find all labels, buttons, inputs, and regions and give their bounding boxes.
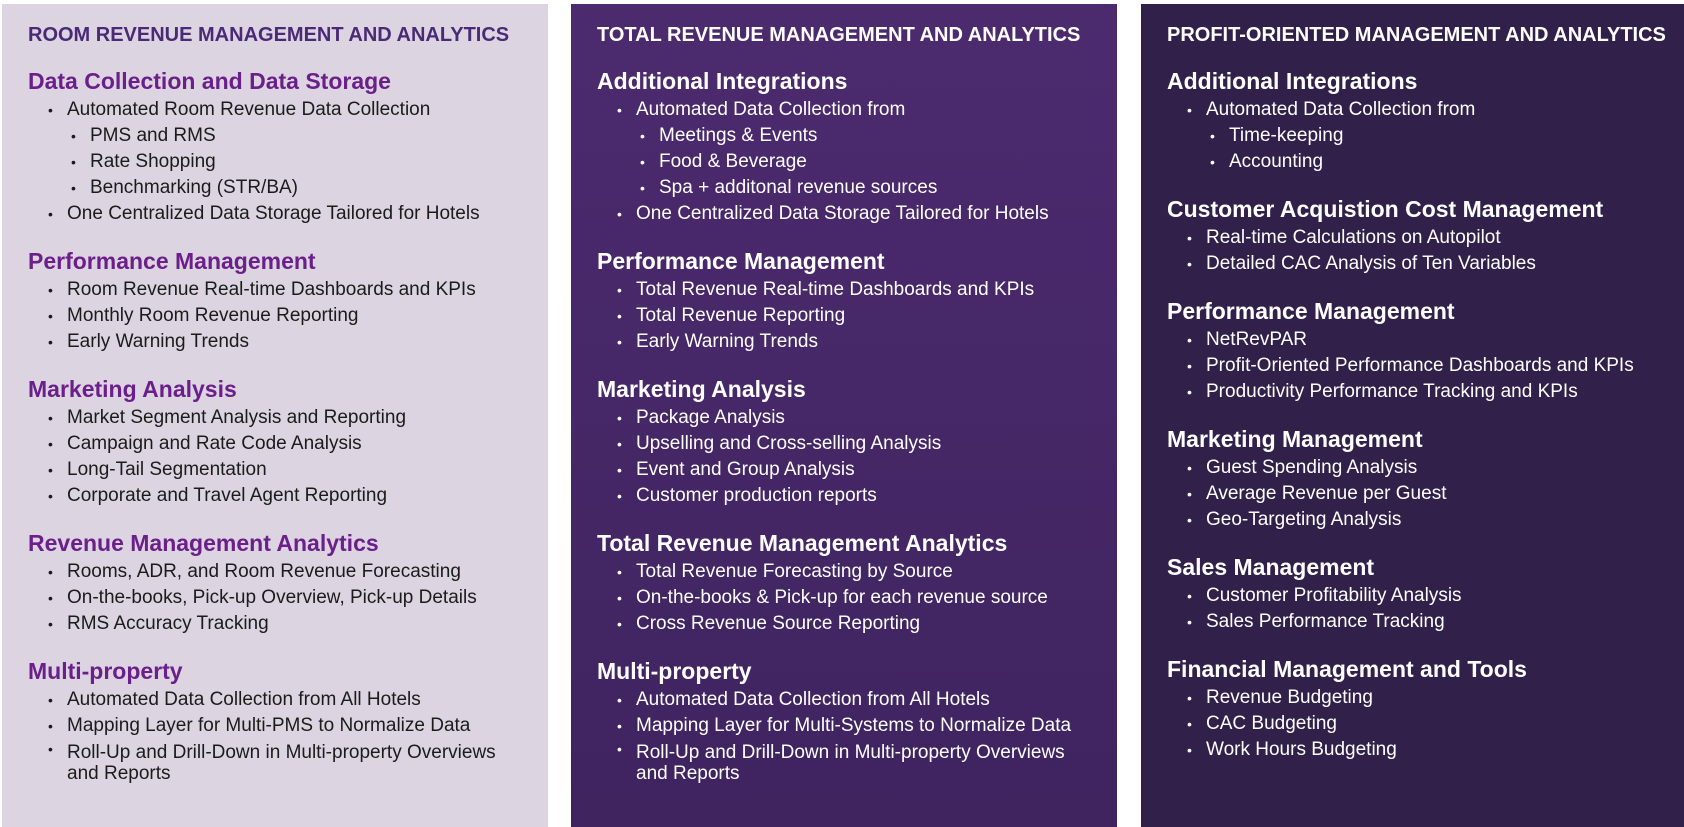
list-item: Automated Data Collection from All Hotel…: [597, 687, 1091, 713]
list-item: Automated Data Collection from All Hotel…: [28, 687, 522, 713]
list-item: Automated Room Revenue Data Collection: [28, 97, 522, 123]
list-item: Automated Data Collection from: [1167, 97, 1658, 123]
list-item: Room Revenue Real-time Dashboards and KP…: [28, 277, 522, 303]
section-heading: Performance Management: [597, 248, 885, 274]
list-item: Guest Spending Analysis: [1167, 455, 1658, 481]
section-heading: Performance Management: [1167, 298, 1455, 324]
list-item: Cross Revenue Source Reporting: [597, 611, 1091, 637]
profit-oriented-column: PROFIT-ORIENTED MANAGEMENT AND ANALYTICS…: [1141, 4, 1684, 827]
list-item: Work Hours Budgeting: [1167, 737, 1658, 763]
list-item: Rooms, ADR, and Room Revenue Forecasting: [28, 559, 522, 585]
list-item: Total Revenue Forecasting by Source: [597, 559, 1091, 585]
section-heading: Financial Management and Tools: [1167, 656, 1527, 682]
list-item: One Centralized Data Storage Tailored fo…: [28, 201, 522, 227]
section-financial-management: Financial Management and Tools Revenue B…: [1167, 655, 1658, 763]
list-item: Customer Profitability Analysis: [1167, 583, 1658, 609]
section-heading: Multi-property: [28, 658, 183, 684]
section-heading: Additional Integrations: [597, 68, 848, 94]
section-performance-management: Performance Management Total Revenue Rea…: [597, 247, 1091, 355]
section-cac-management: Customer Acquistion Cost Management Real…: [1167, 195, 1658, 277]
list-item: Geo-Targeting Analysis: [1167, 507, 1658, 533]
section-marketing-management: Marketing Management Guest Spending Anal…: [1167, 425, 1658, 533]
total-revenue-column: TOTAL REVENUE MANAGEMENT AND ANALYTICS A…: [571, 4, 1117, 827]
column-title: ROOM REVENUE MANAGEMENT AND ANALYTICS: [28, 24, 510, 46]
list-item: On-the-books, Pick-up Overview, Pick-up …: [28, 585, 522, 611]
sub-list-item: Meetings & Events: [597, 123, 1091, 149]
list-item: Profit-Oriented Performance Dashboards a…: [1167, 353, 1658, 379]
section-revenue-management-analytics: Revenue Management Analytics Rooms, ADR,…: [28, 529, 522, 637]
list-item: On-the-books & Pick-up for each revenue …: [597, 585, 1091, 611]
section-heading: Performance Management: [28, 248, 316, 274]
list-item: Corporate and Travel Agent Reporting: [28, 483, 522, 509]
list-item: Package Analysis: [597, 405, 1091, 431]
section-heading: Data Collection and Data Storage: [28, 68, 391, 94]
list-item: Upselling and Cross-selling Analysis: [597, 431, 1091, 457]
sub-list-item: Accounting: [1167, 149, 1658, 175]
list-item: Roll-Up and Drill-Down in Multi-property…: [597, 739, 1091, 784]
section-heading: Revenue Management Analytics: [28, 530, 379, 556]
list-item: Sales Performance Tracking: [1167, 609, 1658, 635]
section-performance-management: Performance Management Room Revenue Real…: [28, 247, 522, 355]
list-item: Automated Data Collection from: [597, 97, 1091, 123]
section-additional-integrations: Additional Integrations Automated Data C…: [597, 67, 1091, 227]
list-item: Market Segment Analysis and Reporting: [28, 405, 522, 431]
list-item: Campaign and Rate Code Analysis: [28, 431, 522, 457]
section-additional-integrations: Additional Integrations Automated Data C…: [1167, 67, 1658, 175]
list-item: Mapping Layer for Multi-Systems to Norma…: [597, 713, 1091, 739]
list-item: Average Revenue per Guest: [1167, 481, 1658, 507]
sub-list-item: Benchmarking (STR/BA): [28, 175, 522, 201]
section-heading: Total Revenue Management Analytics: [597, 530, 1008, 556]
sub-list-item: Time-keeping: [1167, 123, 1658, 149]
list-item: Event and Group Analysis: [597, 457, 1091, 483]
list-item: Total Revenue Reporting: [597, 303, 1091, 329]
section-heading: Multi-property: [597, 658, 752, 684]
list-item: NetRevPAR: [1167, 327, 1658, 353]
section-marketing-analysis: Marketing Analysis Market Segment Analys…: [28, 375, 522, 509]
list-item: Revenue Budgeting: [1167, 685, 1658, 711]
section-heading: Customer Acquistion Cost Management: [1167, 196, 1604, 222]
list-item: RMS Accuracy Tracking: [28, 611, 522, 637]
section-heading: Additional Integrations: [1167, 68, 1418, 94]
list-item: One Centralized Data Storage Tailored fo…: [597, 201, 1091, 227]
sub-list-item: Rate Shopping: [28, 149, 522, 175]
column-title: TOTAL REVENUE MANAGEMENT AND ANALYTICS: [597, 24, 1081, 46]
section-heading: Marketing Management: [1167, 426, 1423, 452]
list-item: Early Warning Trends: [28, 329, 522, 355]
list-item: Roll-Up and Drill-Down in Multi-property…: [28, 739, 522, 784]
section-multi-property: Multi-property Automated Data Collection…: [28, 657, 522, 784]
room-revenue-column: ROOM REVENUE MANAGEMENT AND ANALYTICS Da…: [2, 4, 548, 827]
section-marketing-analysis: Marketing Analysis Package Analysis Upse…: [597, 375, 1091, 509]
list-item: Monthly Room Revenue Reporting: [28, 303, 522, 329]
list-item: Real-time Calculations on Autopilot: [1167, 225, 1658, 251]
sub-list-item: PMS and RMS: [28, 123, 522, 149]
section-data-collection: Data Collection and Data Storage Automat…: [28, 67, 522, 227]
list-item: Mapping Layer for Multi-PMS to Normalize…: [28, 713, 522, 739]
section-total-revenue-management-analytics: Total Revenue Management Analytics Total…: [597, 529, 1091, 637]
list-item: Long-Tail Segmentation: [28, 457, 522, 483]
list-item: Productivity Performance Tracking and KP…: [1167, 379, 1658, 405]
section-performance-management: Performance Management NetRevPAR Profit-…: [1167, 297, 1658, 405]
list-item: Early Warning Trends: [597, 329, 1091, 355]
list-item: CAC Budgeting: [1167, 711, 1658, 737]
sub-list-item: Spa + additonal revenue sources: [597, 175, 1091, 201]
section-sales-management: Sales Management Customer Profitability …: [1167, 553, 1658, 635]
section-heading: Sales Management: [1167, 554, 1375, 580]
list-item: Total Revenue Real-time Dashboards and K…: [597, 277, 1091, 303]
list-item: Customer production reports: [597, 483, 1091, 509]
section-multi-property: Multi-property Automated Data Collection…: [597, 657, 1091, 784]
column-title: PROFIT-ORIENTED MANAGEMENT AND ANALYTICS: [1167, 24, 1666, 46]
list-item: Detailed CAC Analysis of Ten Variables: [1167, 251, 1658, 277]
section-heading: Marketing Analysis: [28, 376, 237, 402]
section-heading: Marketing Analysis: [597, 376, 806, 402]
sub-list-item: Food & Beverage: [597, 149, 1091, 175]
